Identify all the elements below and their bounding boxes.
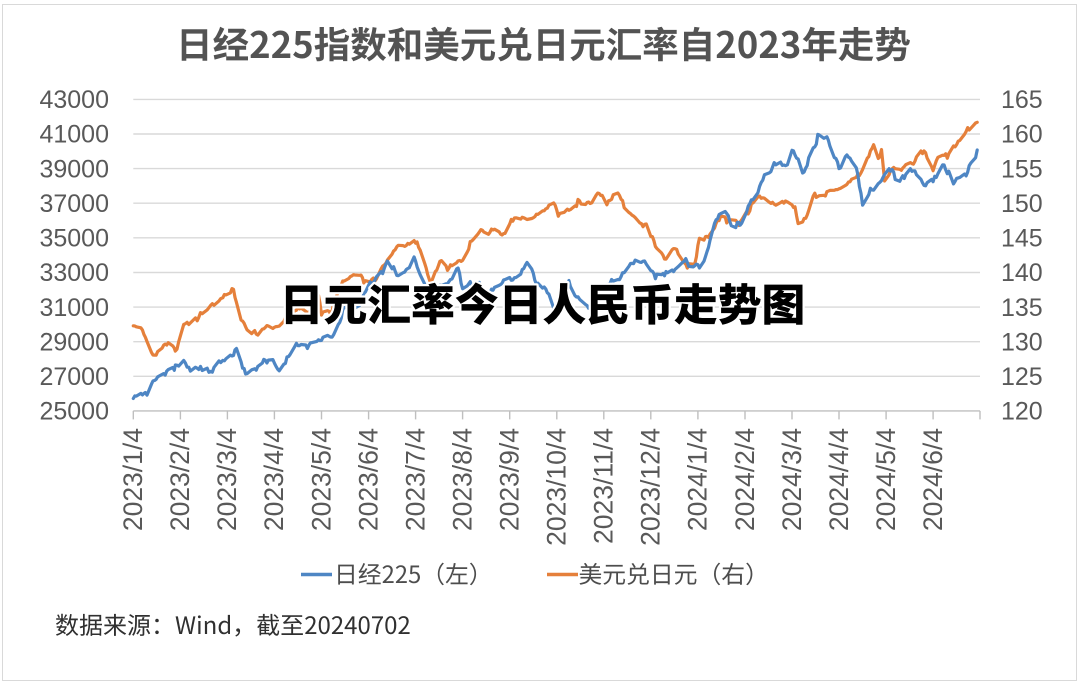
svg-text:155: 155: [1001, 155, 1043, 183]
svg-text:140: 140: [1001, 259, 1043, 287]
svg-text:2023/4/4: 2023/4/4: [259, 428, 289, 531]
svg-text:39000: 39000: [39, 155, 109, 183]
svg-text:2024/4/4: 2024/4/4: [824, 428, 854, 531]
svg-text:2023/11/4: 2023/11/4: [589, 428, 619, 544]
svg-text:33000: 33000: [39, 259, 109, 287]
svg-text:2023/1/4: 2023/1/4: [118, 428, 148, 531]
svg-text:29000: 29000: [39, 328, 109, 356]
svg-text:2023/6/4: 2023/6/4: [353, 428, 383, 531]
svg-text:2023/12/4: 2023/12/4: [636, 428, 666, 546]
svg-text:25000: 25000: [39, 398, 109, 426]
svg-text:165: 165: [1001, 86, 1043, 114]
svg-text:130: 130: [1001, 328, 1043, 356]
svg-text:27000: 27000: [39, 363, 109, 391]
svg-text:2024/2/4: 2024/2/4: [730, 428, 760, 531]
svg-text:31000: 31000: [39, 294, 109, 322]
svg-text:2024/3/4: 2024/3/4: [777, 428, 807, 531]
svg-text:43000: 43000: [39, 86, 109, 114]
svg-text:2023/7/4: 2023/7/4: [400, 428, 430, 531]
svg-text:41000: 41000: [39, 121, 109, 149]
svg-text:2023/5/4: 2023/5/4: [306, 428, 336, 531]
svg-text:160: 160: [1001, 121, 1043, 149]
svg-text:2023/9/4: 2023/9/4: [495, 428, 525, 531]
svg-text:125: 125: [1001, 363, 1043, 391]
svg-text:35000: 35000: [39, 225, 109, 253]
svg-text:2024/1/4: 2024/1/4: [683, 428, 713, 531]
svg-text:2024/5/4: 2024/5/4: [871, 428, 901, 531]
svg-text:120: 120: [1001, 398, 1043, 426]
svg-text:2023/8/4: 2023/8/4: [447, 428, 477, 531]
svg-text:2024/6/4: 2024/6/4: [918, 428, 948, 531]
svg-text:2023/2/4: 2023/2/4: [165, 428, 195, 531]
svg-text:2023/3/4: 2023/3/4: [212, 428, 242, 531]
svg-text:150: 150: [1001, 190, 1043, 218]
svg-text:145: 145: [1001, 225, 1043, 253]
svg-text:135: 135: [1001, 294, 1043, 322]
svg-text:2023/10/4: 2023/10/4: [542, 428, 572, 546]
svg-text:37000: 37000: [39, 190, 109, 218]
